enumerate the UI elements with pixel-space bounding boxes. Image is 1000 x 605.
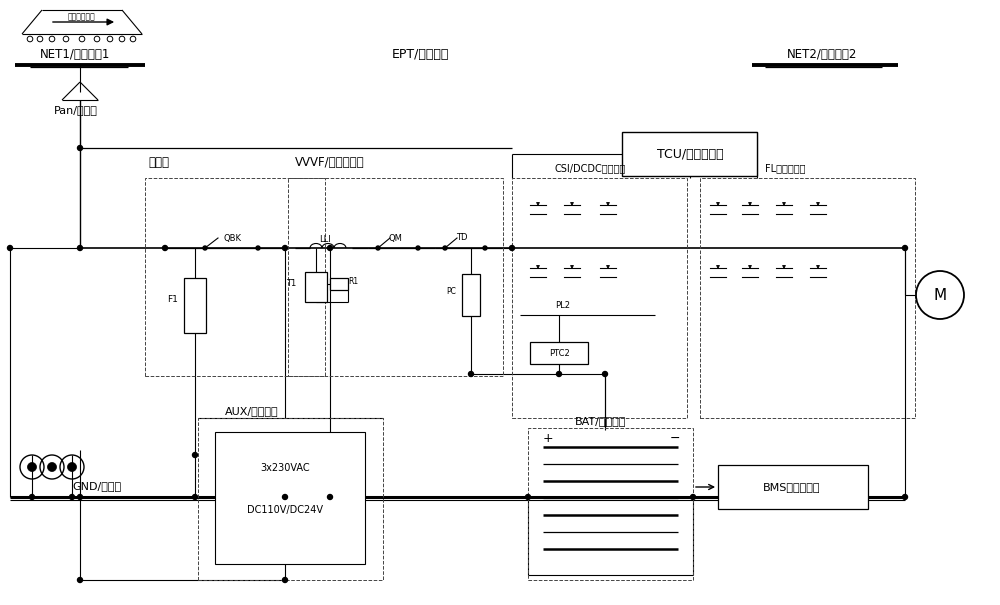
Circle shape (8, 246, 12, 250)
Circle shape (556, 371, 562, 376)
Circle shape (192, 453, 198, 457)
Text: VVVF/產引变流器: VVVF/產引变流器 (295, 155, 365, 169)
Bar (718, 465, 868, 509)
Bar (622, 132, 757, 176)
Circle shape (468, 371, 474, 376)
Circle shape (283, 246, 288, 250)
Circle shape (916, 271, 964, 319)
Text: BAT/车载储能: BAT/车载储能 (575, 416, 626, 426)
Circle shape (376, 246, 380, 250)
Circle shape (28, 462, 36, 471)
Circle shape (602, 371, 608, 376)
Bar (530, 342, 588, 364)
Text: M: M (933, 287, 947, 302)
Circle shape (328, 246, 332, 250)
Circle shape (162, 246, 168, 250)
Bar (215, 432, 365, 564)
Text: QM: QM (388, 234, 402, 243)
Bar (288, 178, 503, 376)
Text: Pan/受电弓: Pan/受电弓 (54, 105, 98, 115)
Circle shape (78, 494, 82, 500)
Text: BMS储能控制器: BMS储能控制器 (763, 482, 821, 492)
Text: QBK: QBK (223, 234, 241, 243)
Text: LLI: LLI (319, 235, 331, 243)
Circle shape (283, 494, 288, 500)
Text: NET2/电网区间2: NET2/电网区间2 (787, 48, 857, 62)
Bar (305, 272, 327, 302)
Text: F1: F1 (167, 295, 178, 304)
Text: AUX/辅助电源: AUX/辅助电源 (225, 406, 279, 416)
Circle shape (70, 494, 74, 500)
Text: DC110V/DC24V: DC110V/DC24V (247, 505, 323, 515)
Text: 网车运行方向: 网车运行方向 (68, 13, 96, 22)
Text: TD: TD (456, 234, 468, 243)
Circle shape (78, 246, 82, 250)
Bar (330, 278, 348, 290)
Circle shape (78, 145, 82, 151)
Text: 高压笱: 高压笱 (148, 155, 169, 169)
Text: PL2: PL2 (556, 301, 570, 310)
Text: R1: R1 (348, 278, 358, 287)
Text: TCU/產引控制器: TCU/產引控制器 (657, 148, 723, 162)
Text: −: − (670, 431, 680, 445)
Text: FL逆变器模组: FL逆变器模组 (765, 163, 805, 173)
Circle shape (48, 462, 56, 471)
Bar (512, 178, 687, 418)
Circle shape (283, 578, 288, 583)
Bar (462, 274, 480, 316)
Circle shape (902, 494, 908, 500)
Circle shape (30, 494, 34, 500)
Circle shape (78, 578, 82, 583)
Text: GND/回流轨: GND/回流轨 (72, 481, 121, 491)
Bar (700, 178, 915, 418)
Text: PTC2: PTC2 (549, 348, 569, 358)
Text: NET1/电网区间1: NET1/电网区间1 (40, 48, 110, 62)
Text: 3x230VAC: 3x230VAC (260, 463, 310, 473)
Circle shape (510, 246, 514, 250)
Bar (198, 418, 383, 580)
Circle shape (483, 246, 487, 250)
Bar (184, 278, 206, 333)
Circle shape (526, 494, 530, 500)
Text: T1: T1 (286, 280, 296, 289)
Text: PC: PC (446, 287, 456, 296)
Bar (145, 178, 325, 376)
Circle shape (328, 494, 332, 500)
Text: +: + (543, 431, 553, 445)
Circle shape (203, 246, 207, 250)
Circle shape (68, 462, 76, 471)
Circle shape (192, 494, 198, 500)
Circle shape (256, 246, 260, 250)
Text: CSI/DCDC控制模组: CSI/DCDC控制模组 (554, 163, 626, 173)
Circle shape (690, 494, 696, 500)
Circle shape (902, 246, 908, 250)
Circle shape (416, 246, 420, 250)
Circle shape (443, 246, 447, 250)
Text: EPT/无网区间: EPT/无网区间 (391, 48, 449, 62)
Bar (528, 428, 693, 580)
